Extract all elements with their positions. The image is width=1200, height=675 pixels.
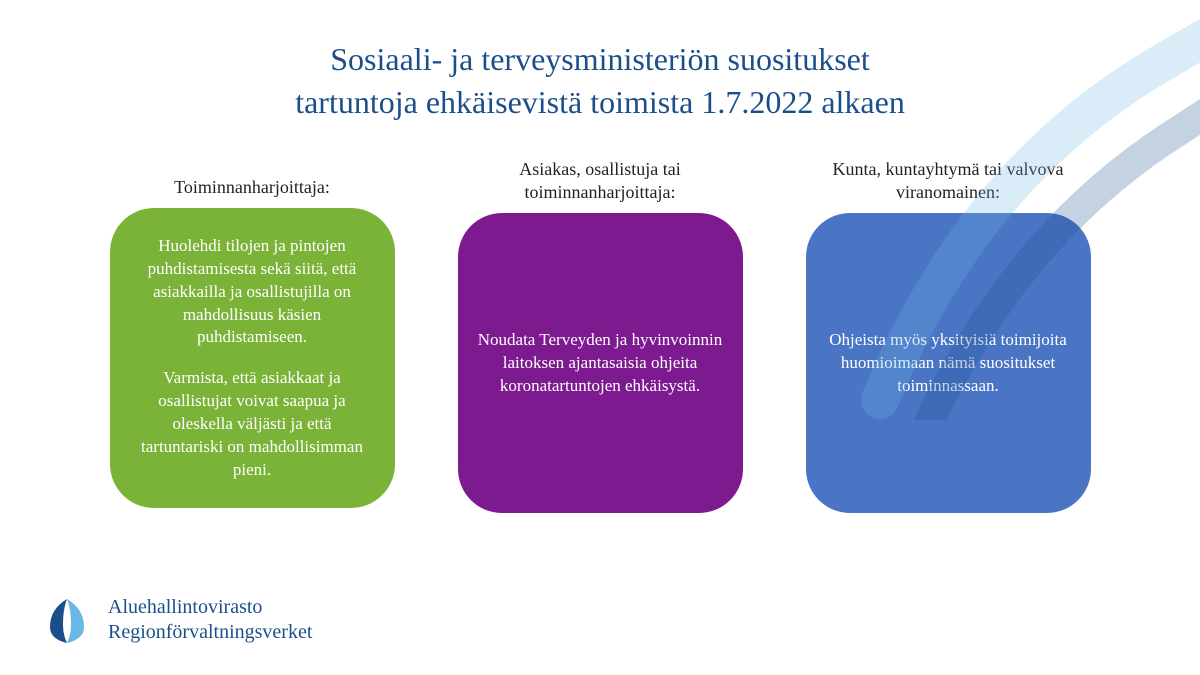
card-group-participant: Asiakas, osallistuja tai toiminnanharjoi… bbox=[450, 158, 750, 513]
card-operator-text-2: Varmista, että asiakkaat ja osallistujat… bbox=[130, 367, 375, 482]
logo-text: Aluehallintovirasto Regionförvaltningsve… bbox=[108, 595, 312, 645]
card-participant-text-1: Noudata Terveyden ja hyvinvoinnin laitok… bbox=[478, 329, 723, 398]
page-title: Sosiaali- ja terveysministeriön suosituk… bbox=[0, 0, 1200, 124]
logo-line-2: Regionförvaltningsverket bbox=[108, 620, 312, 645]
cards-row: Toiminnanharjoittaja: Huolehdi tilojen j… bbox=[0, 158, 1200, 513]
card-group-authority: Kunta, kuntayhtymä tai valvova viranomai… bbox=[798, 158, 1098, 513]
logo-icon bbox=[40, 593, 94, 647]
footer-logo: Aluehallintovirasto Regionförvaltningsve… bbox=[40, 593, 312, 647]
card-operator: Huolehdi tilojen ja pintojen puhdistamis… bbox=[110, 208, 395, 508]
card-group-operator: Toiminnanharjoittaja: Huolehdi tilojen j… bbox=[102, 158, 402, 513]
card-label-authority: Kunta, kuntayhtymä tai valvova viranomai… bbox=[798, 158, 1098, 213]
card-label-operator: Toiminnanharjoittaja: bbox=[174, 158, 330, 208]
card-operator-text-1: Huolehdi tilojen ja pintojen puhdistamis… bbox=[130, 235, 375, 350]
card-authority-text-1: Ohjeista myös yksityisiä toimijoita huom… bbox=[826, 329, 1071, 398]
card-authority: Ohjeista myös yksityisiä toimijoita huom… bbox=[806, 213, 1091, 513]
title-line-1: Sosiaali- ja terveysministeriön suosituk… bbox=[330, 41, 869, 77]
card-label-participant: Asiakas, osallistuja tai toiminnanharjoi… bbox=[450, 158, 750, 213]
title-line-2: tartuntoja ehkäisevistä toimista 1.7.202… bbox=[295, 84, 905, 120]
logo-line-1: Aluehallintovirasto bbox=[108, 595, 312, 620]
card-participant: Noudata Terveyden ja hyvinvoinnin laitok… bbox=[458, 213, 743, 513]
